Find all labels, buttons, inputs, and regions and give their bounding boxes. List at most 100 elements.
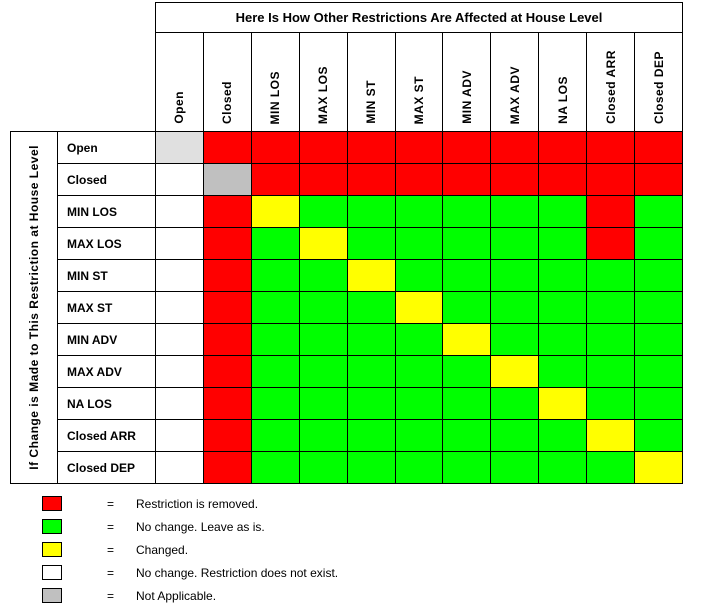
cell-na-los-closed-dep — [635, 388, 682, 419]
cell-max-los-max-los — [299, 228, 347, 259]
cell-closed-closed-dep — [635, 164, 682, 195]
col-header-open: Open — [156, 33, 203, 131]
legend-row-red: = Restriction is removed. — [42, 492, 338, 515]
cell-max-adv-open — [156, 356, 203, 387]
legend-equals-sign: = — [107, 496, 115, 511]
cell-na-los-max-los — [299, 388, 347, 419]
cell-max-los-min-st — [347, 228, 395, 259]
col-header-label: MIN ADV — [459, 70, 474, 124]
legend-equals-sign: = — [107, 542, 115, 557]
cell-na-los-na-los — [539, 388, 587, 419]
cell-max-los-max-adv — [491, 228, 539, 259]
cell-na-los-min-adv — [443, 388, 491, 419]
col-header-na-los: NA LOS — [539, 33, 587, 131]
col-header-label: MIN LOS — [268, 70, 283, 125]
cell-closed-arr-max-st — [395, 420, 443, 451]
cell-closed-dep-min-st — [347, 452, 395, 483]
cell-min-adv-closed-dep — [635, 324, 682, 355]
cell-max-adv-max-adv — [491, 356, 539, 387]
row-axis-label-text: If Change is Made to This Restriction at… — [27, 145, 41, 470]
cell-max-los-closed — [203, 228, 251, 259]
cell-min-st-max-st — [395, 260, 443, 291]
cell-closed-arr-min-st — [347, 420, 395, 451]
col-header-min-los: MIN LOS — [251, 33, 299, 131]
matrix-title: Here Is How Other Restrictions Are Affec… — [155, 2, 683, 33]
legend-equals-sign: = — [107, 519, 115, 534]
cell-max-st-open — [156, 292, 203, 323]
col-header-label: Closed DEP — [651, 50, 666, 124]
cell-min-los-closed — [203, 196, 251, 227]
cell-open-min-adv — [443, 132, 491, 163]
cell-max-st-closed — [203, 292, 251, 323]
col-header-min-st: MIN ST — [347, 33, 395, 131]
col-header-max-st: MAX ST — [395, 33, 443, 131]
cell-min-adv-open — [156, 324, 203, 355]
cell-min-adv-min-los — [251, 324, 299, 355]
cell-closed-dep-max-los — [299, 452, 347, 483]
cell-min-st-open — [156, 260, 203, 291]
legend-swatch-gray — [42, 588, 62, 603]
legend-label: Changed. — [136, 542, 189, 557]
cell-max-st-min-adv — [443, 292, 491, 323]
cell-min-st-min-st — [347, 260, 395, 291]
col-header-label: Open — [172, 91, 187, 124]
cell-closed-arr-closed — [203, 420, 251, 451]
cell-closed-min-st — [347, 164, 395, 195]
legend-row-gray: = Not Applicable. — [42, 584, 338, 607]
row-header-max-adv: MAX ADV — [58, 356, 155, 387]
cell-open-closed-dep — [635, 132, 682, 163]
cell-closed-open — [156, 164, 203, 195]
cell-min-adv-min-adv — [443, 324, 491, 355]
cell-max-adv-max-los — [299, 356, 347, 387]
row-header-min-st: MIN ST — [58, 260, 155, 291]
cell-max-st-closed-arr — [587, 292, 635, 323]
cell-na-los-min-st — [347, 388, 395, 419]
row-header-min-adv: MIN ADV — [58, 324, 155, 355]
cell-max-adv-min-adv — [443, 356, 491, 387]
cell-max-los-max-st — [395, 228, 443, 259]
row-header-closed-arr: Closed ARR — [58, 420, 155, 451]
cell-min-los-closed-arr — [587, 196, 635, 227]
legend: = Restriction is removed. = No change. Leav… — [42, 492, 338, 607]
cell-na-los-closed — [203, 388, 251, 419]
cell-max-st-max-los — [299, 292, 347, 323]
cell-closed-min-adv — [443, 164, 491, 195]
col-header-label: MAX ST — [411, 75, 426, 124]
column-headers: Open Closed MIN LOS MAX LOS MIN ST MAX ST MIN … — [155, 32, 683, 132]
legend-label: Restriction is removed. — [136, 496, 259, 511]
cell-max-adv-min-st — [347, 356, 395, 387]
legend-row-yellow: = Changed. — [42, 538, 338, 561]
legend-equals-sign: = — [107, 565, 115, 580]
cell-closed-arr-min-los — [251, 420, 299, 451]
cell-min-adv-min-st — [347, 324, 395, 355]
cell-max-adv-min-los — [251, 356, 299, 387]
cell-na-los-open — [156, 388, 203, 419]
row-header-na-los: NA LOS — [58, 388, 155, 419]
row-axis-label: If Change is Made to This Restriction at… — [10, 131, 58, 484]
cell-closed-arr-max-adv — [491, 420, 539, 451]
col-header-label: Closed ARR — [603, 50, 618, 124]
cell-open-closed-arr — [587, 132, 635, 163]
cell-closed-arr-closed-dep — [635, 420, 682, 451]
cell-open-max-los — [299, 132, 347, 163]
cell-open-max-adv — [491, 132, 539, 163]
cell-closed-na-los — [539, 164, 587, 195]
col-header-closed: Closed — [203, 33, 251, 131]
col-header-min-adv: MIN ADV — [443, 33, 491, 131]
col-header-closed-dep: Closed DEP — [635, 33, 682, 131]
cell-closed-dep-closed-arr — [587, 452, 635, 483]
cell-closed-dep-min-adv — [443, 452, 491, 483]
cell-closed-max-adv — [491, 164, 539, 195]
row-headers: Open Closed MIN LOS MAX LOS MIN ST MAX ST MIN … — [57, 131, 156, 484]
row-header-open: Open — [58, 132, 155, 163]
cell-min-adv-max-st — [395, 324, 443, 355]
cell-closed-dep-closed-dep — [635, 452, 682, 483]
cell-closed-arr-open — [156, 420, 203, 451]
cell-min-st-max-adv — [491, 260, 539, 291]
cell-min-adv-max-los — [299, 324, 347, 355]
row-header-min-los: MIN LOS — [58, 196, 155, 227]
cell-min-los-min-adv — [443, 196, 491, 227]
cell-na-los-max-adv — [491, 388, 539, 419]
cell-closed-max-st — [395, 164, 443, 195]
